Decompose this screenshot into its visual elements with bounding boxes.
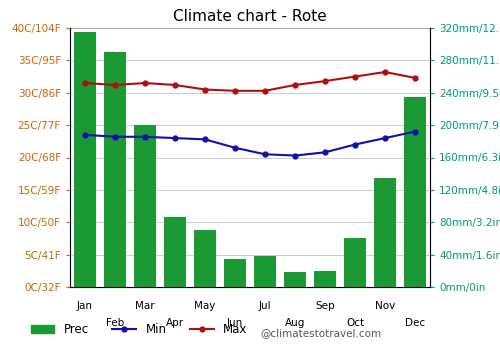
- Text: Jan: Jan: [77, 301, 93, 311]
- Text: Nov: Nov: [375, 301, 395, 311]
- Text: May: May: [194, 301, 216, 311]
- Text: Jul: Jul: [258, 301, 272, 311]
- Legend: Prec, Min, Max: Prec, Min, Max: [26, 318, 252, 341]
- Bar: [104, 52, 126, 287]
- Bar: [284, 272, 306, 287]
- Bar: [74, 32, 96, 287]
- Bar: [164, 217, 186, 287]
- Bar: [314, 271, 336, 287]
- Bar: [224, 259, 246, 287]
- Text: @climatestotravel.com: @climatestotravel.com: [260, 328, 381, 338]
- Bar: [404, 97, 426, 287]
- Text: Mar: Mar: [135, 301, 155, 311]
- Bar: [374, 178, 396, 287]
- Title: Climate chart - Rote: Climate chart - Rote: [173, 9, 327, 24]
- Text: Apr: Apr: [166, 317, 184, 328]
- Text: Aug: Aug: [285, 317, 305, 328]
- Bar: [344, 238, 366, 287]
- Bar: [134, 125, 156, 287]
- Text: Feb: Feb: [106, 317, 124, 328]
- Text: Dec: Dec: [405, 317, 425, 328]
- Bar: [194, 230, 216, 287]
- Text: Oct: Oct: [346, 317, 364, 328]
- Text: Jun: Jun: [227, 317, 243, 328]
- Bar: [254, 256, 276, 287]
- Text: Sep: Sep: [315, 301, 335, 311]
